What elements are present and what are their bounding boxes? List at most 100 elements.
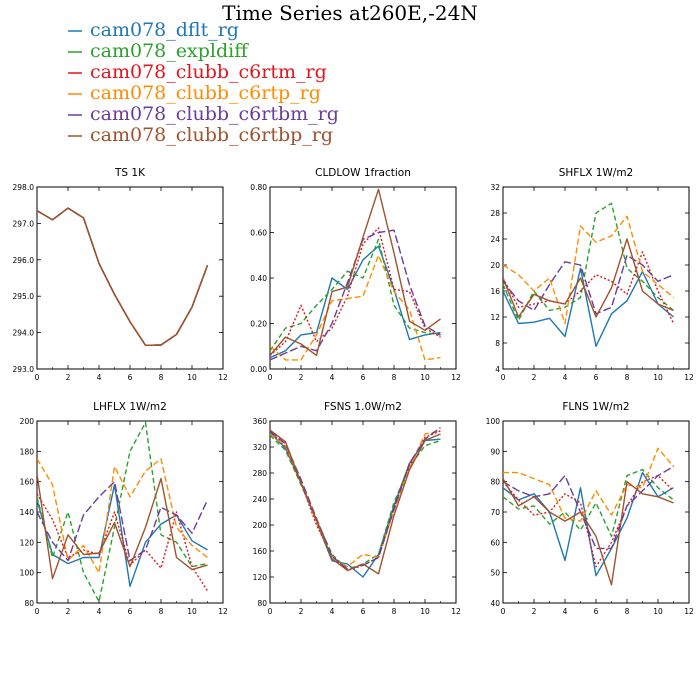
x-tick-label: 8 [159, 373, 164, 382]
y-tick-label: 80 [490, 478, 500, 487]
y-tick-label: 0.20 [250, 320, 267, 329]
series-line-cam078_clubb_c6rtm_rg [503, 251, 675, 324]
legend-item-cam078_dflt_rg: cam078_dflt_rg [68, 19, 239, 41]
x-tick-label: 2 [66, 607, 71, 616]
y-tick-label: 180 [20, 447, 35, 456]
y-tick-label: 12 [490, 313, 500, 322]
y-tick-label: 280 [253, 469, 268, 478]
y-tick-label: 80 [24, 599, 34, 608]
y-tick-label: 295.0 [13, 292, 35, 301]
legend: cam078_dflt_rgcam078_expldiffcam078_club… [68, 19, 339, 146]
series-line-cam078_clubb_c6rtbp_rg [270, 429, 441, 575]
y-tick-label: 296.0 [13, 256, 35, 265]
y-tick-label: 100 [486, 417, 501, 426]
legend-label: cam078_dflt_rg [90, 19, 239, 41]
chart-panel-4: LHFLX 1W/m2 0 2 4 6 8 10 12 80 100 120 140 160 180 200 [20, 401, 228, 616]
y-tick-label: 70 [490, 508, 500, 517]
x-tick-label: 2 [532, 607, 537, 616]
series-line-cam078_clubb_c6rtp_rg [270, 254, 441, 361]
y-tick-label: 60 [490, 538, 500, 547]
legend-item-cam078_expldiff: cam078_expldiff [68, 40, 249, 62]
x-tick-label: 4 [563, 607, 568, 616]
legend-label: cam078_expldiff [90, 40, 249, 62]
x-tick-label: 0 [501, 373, 506, 382]
chart-panel-1: TS 1K 0 2 4 6 8 10 12 293.0 294.0 295.0 296.0 297.0 2… [13, 167, 228, 382]
panels: TS 1K 0 2 4 6 8 10 12 293.0 294.0 295.0 296.0 297.0 2… [13, 167, 694, 616]
chart-title: SHFLX 1W/m2 [559, 167, 634, 179]
x-tick-label: 6 [361, 607, 366, 616]
series-line-cam078_clubb_c6rtp_rg [37, 458, 208, 574]
series-line-cam078_expldiff [503, 202, 674, 321]
y-tick-label: 40 [490, 599, 500, 608]
x-tick-label: 12 [451, 373, 461, 382]
x-tick-label: 10 [420, 607, 430, 616]
x-tick-label: 2 [532, 373, 537, 382]
x-tick-label: 0 [268, 373, 273, 382]
y-tick-label: 320 [253, 443, 268, 452]
y-tick-label: 0.80 [250, 183, 267, 192]
x-tick-label: 10 [187, 607, 197, 616]
y-tick-label: 200 [253, 521, 268, 530]
y-tick-label: 32 [490, 183, 500, 192]
legend-item-cam078_clubb_c6rtbm_rg: cam078_clubb_c6rtbm_rg [68, 103, 339, 125]
x-tick-label: 4 [97, 373, 102, 382]
x-tick-label: 4 [97, 607, 102, 616]
x-tick-label: 6 [128, 373, 133, 382]
y-tick-label: 294.0 [13, 329, 35, 338]
series-group [37, 421, 209, 603]
chart-title: TS 1K [114, 167, 146, 179]
y-tick-label: 90 [490, 447, 500, 456]
legend-label: cam078_clubb_c6rtp_rg [90, 82, 321, 104]
y-tick-label: 297.0 [13, 219, 35, 228]
y-tick-label: 360 [253, 417, 268, 426]
x-tick-label: 6 [594, 607, 599, 616]
y-tick-label: 200 [20, 417, 35, 426]
y-tick-label: 160 [20, 478, 35, 487]
y-tick-label: 4 [495, 365, 500, 374]
y-tick-label: 298.0 [13, 183, 35, 192]
series-group [270, 426, 441, 578]
y-tick-label: 0.40 [250, 274, 267, 283]
x-tick-label: 6 [361, 373, 366, 382]
series-line-cam078_clubb_c6rtbp_rg [503, 238, 674, 318]
y-tick-label: 240 [253, 495, 268, 504]
series-group [37, 207, 209, 346]
x-tick-label: 8 [392, 373, 397, 382]
x-tick-label: 6 [128, 607, 133, 616]
series-line-cam078_expldiff [270, 238, 441, 352]
series-line-cam078_clubb_c6rtbp_rg [270, 188, 441, 357]
x-tick-label: 8 [392, 607, 397, 616]
x-tick-label: 8 [625, 607, 630, 616]
y-tick-label: 120 [20, 538, 35, 547]
legend-item-cam078_clubb_c6rtm_rg: cam078_clubb_c6rtm_rg [68, 61, 327, 83]
series-line-cam078_clubb_c6rtbp_rg [37, 207, 209, 346]
x-tick-label: 0 [268, 607, 273, 616]
chart-title: FSNS 1.0W/m2 [324, 401, 402, 413]
y-tick-label: 16 [490, 287, 500, 296]
x-tick-label: 12 [451, 607, 461, 616]
x-tick-label: 10 [653, 607, 663, 616]
y-tick-label: 293.0 [13, 365, 35, 374]
series-line-cam078_clubb_c6rtbp_rg [37, 473, 208, 580]
x-tick-label: 2 [299, 373, 304, 382]
x-tick-label: 0 [501, 607, 506, 616]
chart-panel-5: FSNS 1.0W/m2 0 2 4 6 8 10 12 80 120 160 200 240 280 32… [253, 401, 461, 616]
x-tick-label: 4 [330, 373, 335, 382]
x-tick-label: 4 [330, 607, 335, 616]
x-tick-label: 10 [653, 373, 663, 382]
series-line-cam078_clubb_c6rtbm_rg [37, 481, 209, 562]
y-tick-label: 0.00 [250, 365, 267, 374]
chart-title: CLDLOW 1fraction [315, 167, 411, 179]
series-line-cam078_clubb_c6rtbm_rg [503, 254, 674, 315]
legend-item-cam078_clubb_c6rtbp_rg: cam078_clubb_c6rtbp_rg [68, 124, 333, 146]
series-line-cam078_clubb_c6rtbp_rg [503, 478, 674, 586]
series-line-cam078_clubb_c6rtp_rg [503, 215, 674, 325]
y-tick-label: 120 [253, 573, 268, 582]
x-tick-label: 0 [35, 607, 40, 616]
y-tick-label: 160 [253, 547, 268, 556]
series-line-cam078_clubb_c6rtm_rg [37, 493, 209, 592]
series-line-cam078_clubb_c6rtm_rg [270, 227, 441, 356]
series-line-cam078_expldiff [37, 421, 208, 603]
